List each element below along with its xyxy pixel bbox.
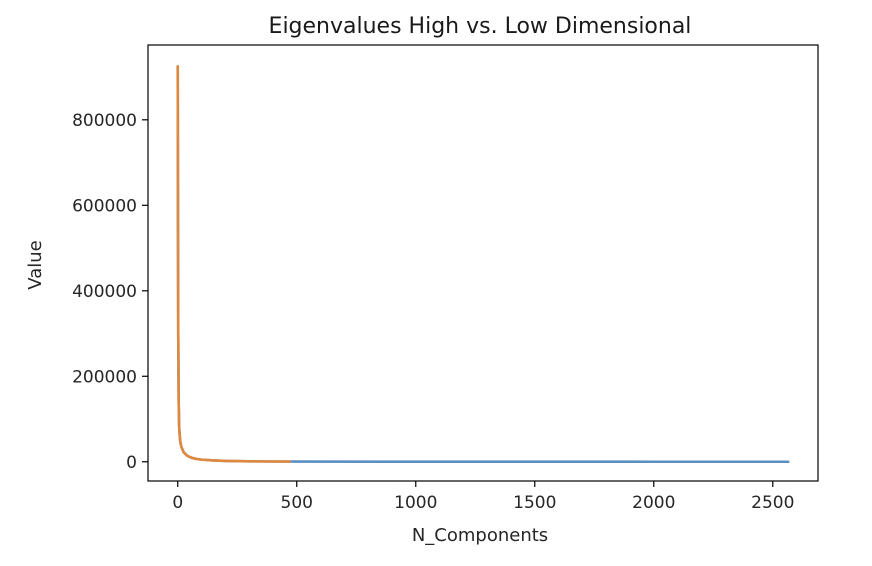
- x-tick-label: 1500: [513, 493, 556, 513]
- y-tick-label: 0: [126, 453, 137, 473]
- x-axis-label: N_Components: [412, 525, 548, 546]
- y-axis-label: Value: [25, 240, 46, 289]
- x-tick-label: 2500: [751, 493, 794, 513]
- y-tick-label: 600000: [72, 196, 137, 216]
- y-axis: 0 200000 400000 600000 800000: [72, 111, 148, 473]
- x-tick-label: 500: [281, 493, 313, 513]
- series-line-2: [176, 65, 291, 463]
- y-tick-label: 800000: [72, 111, 137, 131]
- series-line-1: [176, 65, 790, 464]
- y-tick-label: 400000: [72, 282, 137, 302]
- y-tick-label: 200000: [72, 367, 137, 387]
- x-tick-label: 0: [172, 493, 183, 513]
- plot-frame: [147, 44, 819, 482]
- x-axis: 0 500 1000 1500 2000 2500: [172, 481, 794, 513]
- x-tick-label: 2000: [632, 493, 675, 513]
- x-tick-label: 1000: [394, 493, 437, 513]
- series-layer: [176, 65, 790, 464]
- chart-title: Eigenvalues High vs. Low Dimensional: [269, 14, 692, 39]
